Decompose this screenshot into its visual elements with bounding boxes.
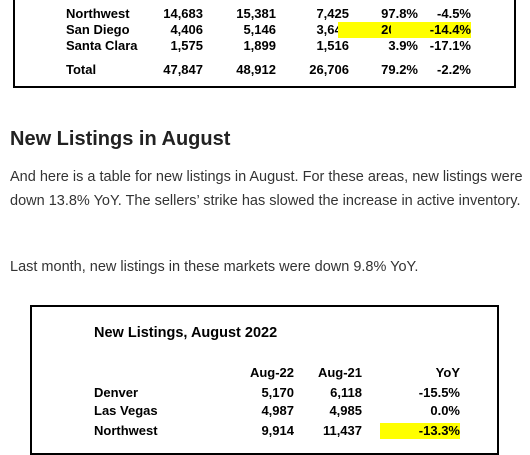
table-cell: Northwest: [94, 423, 158, 438]
table-cell: San Diego: [66, 22, 130, 37]
table-cell: 3.9%: [388, 38, 418, 53]
table-cell: 1,899: [243, 38, 276, 53]
table-cell: 4,987: [261, 403, 294, 418]
table-cell: 1,575: [170, 38, 203, 53]
table-cell: 48,912: [236, 62, 276, 77]
heading: New Listings in August: [10, 128, 231, 150]
table-cell: 3,649: [316, 22, 349, 37]
table-cell: 97.8%: [381, 6, 418, 21]
table-cell: Santa Clara: [66, 38, 138, 53]
table-cell: 79.2%: [381, 62, 418, 77]
table-cell: 5,170: [261, 385, 294, 400]
table-cell: 5,146: [243, 22, 276, 37]
page: {"top_table": {"rows": [ ["Northwest", "…: [10, 0, 523, 455]
table-cell: Las Vegas: [94, 403, 158, 418]
table-cell: 26,706: [309, 62, 349, 77]
table-cell: 0.0%: [430, 403, 460, 418]
table-cell: 6,118: [330, 385, 362, 400]
table-cell: -2.2%: [437, 62, 471, 77]
table-cell: -17.1%: [429, 38, 471, 53]
table-cell: 14,683: [163, 6, 203, 21]
table-cell: 4,406: [170, 22, 203, 37]
table-cell: Total: [66, 62, 97, 77]
table-cell: -15.5%: [418, 385, 460, 400]
table-cell: Aug-22: [249, 365, 294, 380]
table-cell: 9,914: [261, 423, 294, 438]
table-cell: -13.3%: [380, 423, 460, 439]
top-table: [13, 0, 516, 88]
table-cell: YoY: [435, 365, 460, 380]
table-cell: -4.5%: [437, 6, 471, 21]
table-cell: Northwest: [66, 6, 130, 21]
table-cell: Aug-21: [317, 365, 362, 380]
table-cell: 1,516: [316, 38, 349, 53]
table-cell: -14.4%: [391, 22, 471, 38]
paragraph: And here is a table for new listings in …: [10, 169, 523, 209]
table-cell: 11,437: [322, 423, 362, 438]
table-cell: 47,847: [163, 62, 203, 77]
table-cell: 7,425: [316, 6, 349, 21]
table-cell: 4,985: [329, 403, 362, 418]
table-cell: Denver: [94, 385, 139, 400]
table-title: New Listings, August 2022: [94, 325, 278, 341]
table-cell: 15,381: [236, 6, 276, 21]
paragraph: Last month, new listings in these market…: [10, 259, 419, 275]
